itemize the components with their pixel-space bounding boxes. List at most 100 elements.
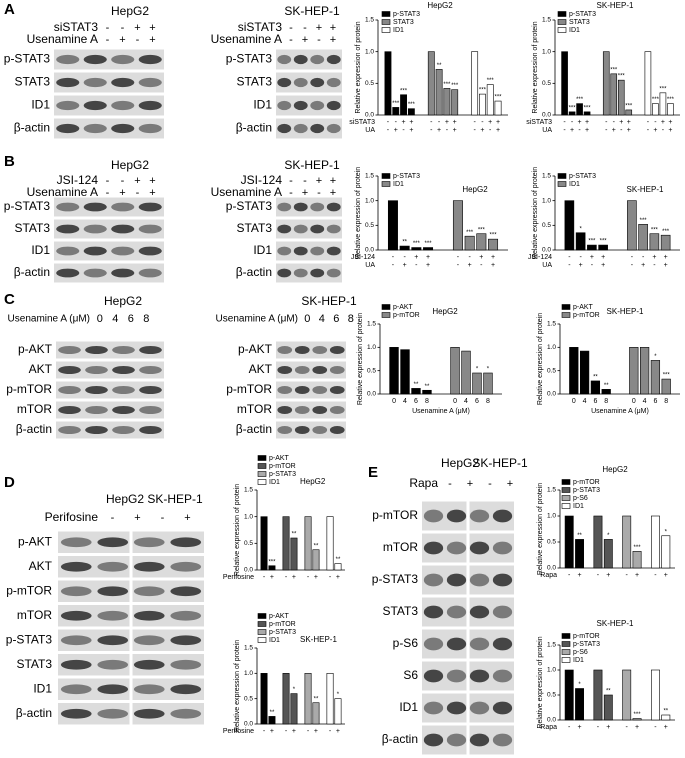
- legend-label: p-S6: [573, 495, 588, 502]
- blot-band: [310, 100, 325, 111]
- bar: [479, 93, 486, 116]
- blot-band: [111, 202, 135, 212]
- blot-band: [97, 537, 129, 548]
- protein-label: β-actin: [236, 422, 272, 436]
- blot-band: [112, 406, 135, 414]
- significance-mark: ***: [652, 97, 660, 103]
- bar: [435, 69, 443, 116]
- blot-band: [294, 346, 310, 354]
- significance-mark: **: [577, 533, 582, 539]
- x-row-label: +: [426, 262, 430, 269]
- protein-label: mTOR: [237, 402, 272, 416]
- significance-mark: *: [665, 529, 668, 535]
- y-tick-label: 0.5: [244, 540, 253, 547]
- y-tick-label: 0.5: [547, 539, 556, 546]
- legend-swatch: [561, 503, 571, 509]
- panel-label: C: [4, 291, 15, 308]
- legend-swatch: [381, 312, 391, 318]
- blot-band: [170, 635, 202, 646]
- legend-label: p-AKT: [269, 455, 290, 462]
- x-row-label: -: [473, 119, 476, 126]
- x-row-label: +: [270, 728, 274, 735]
- treatment-sign: -: [136, 34, 140, 46]
- x-row-label: +: [612, 127, 616, 134]
- blot-band: [469, 605, 490, 619]
- significance-mark: *: [487, 367, 490, 373]
- blot-band: [326, 54, 341, 65]
- x-row-label: +: [468, 262, 472, 269]
- legend-label: ID1: [569, 181, 580, 188]
- significance-mark: ***: [487, 78, 495, 84]
- significance-mark: **: [314, 696, 319, 702]
- x-row-label: -: [631, 254, 634, 261]
- treatment-sign: -: [289, 175, 293, 187]
- blot-band: [56, 77, 80, 88]
- blot-gap: [129, 554, 133, 579]
- significance-mark: **: [292, 532, 297, 538]
- chart-title: HepG2: [462, 185, 488, 194]
- blot-strip: [276, 49, 342, 70]
- blot-band: [329, 406, 345, 414]
- significance-mark: ***: [640, 218, 648, 224]
- blot-band: [277, 366, 293, 374]
- blot-band: [138, 246, 162, 256]
- y-tick-label: 0.5: [547, 367, 556, 374]
- blot-gap: [129, 530, 133, 555]
- x-row-label: -: [605, 127, 608, 134]
- blot-band: [277, 77, 292, 88]
- blot-band: [469, 669, 490, 683]
- treatment-sign: -: [106, 187, 110, 199]
- blot-band: [60, 537, 92, 548]
- bar: [326, 516, 334, 571]
- bar: [627, 200, 637, 251]
- blot-band: [170, 684, 202, 695]
- x-row-label: -: [473, 127, 476, 134]
- y-tick-label: 1.0: [367, 344, 376, 351]
- treatment-sign: +: [149, 175, 155, 187]
- y-tick-label: 0.0: [365, 247, 374, 254]
- blot-band: [60, 586, 92, 597]
- bar: [610, 73, 618, 116]
- blot-band: [83, 202, 107, 212]
- blot-band: [60, 561, 92, 572]
- bar: [649, 233, 660, 251]
- x-row-label: +: [453, 119, 457, 126]
- treatment-label: Usenamine A: [27, 32, 98, 46]
- y-tick-label: 1.0: [244, 670, 253, 677]
- bar: [304, 673, 312, 725]
- blot-gap: [466, 596, 470, 628]
- blot-band: [56, 54, 80, 65]
- treatment-label: Usenamine A: [27, 185, 98, 199]
- blot-strip: [54, 95, 164, 116]
- treatment-sign: +: [507, 478, 513, 490]
- blot-band: [111, 54, 135, 65]
- blot-band: [310, 246, 325, 256]
- blot-band: [133, 684, 165, 695]
- legend-swatch: [257, 455, 267, 461]
- bar: [575, 688, 584, 721]
- protein-label: STAT3: [14, 75, 50, 89]
- blot-band: [446, 605, 467, 619]
- bar: [268, 565, 276, 571]
- protein-label: β-actin: [16, 706, 52, 720]
- blot-strip: [54, 197, 164, 217]
- x-row-label: -: [438, 119, 441, 126]
- significance-mark: ***: [634, 712, 642, 718]
- significance-mark: **: [425, 384, 430, 390]
- blot-band: [170, 659, 202, 670]
- blot-band: [423, 573, 444, 587]
- y-tick-label: 0.0: [365, 112, 374, 119]
- blot-band: [138, 100, 162, 111]
- x-row-label: 6: [475, 398, 479, 405]
- treatment-label: JSI-124: [57, 173, 99, 187]
- legend-label: p-mTOR: [269, 621, 296, 628]
- blot-band: [294, 406, 310, 414]
- x-row-name: Rapa: [540, 572, 557, 579]
- protein-label: ID1: [33, 681, 52, 695]
- legend-label: p-STAT3: [269, 629, 296, 636]
- x-row-label: +: [664, 572, 668, 579]
- x-row-label: -: [631, 262, 634, 269]
- x-row-label: -: [662, 127, 665, 134]
- y-tick-label: 1.5: [244, 645, 253, 652]
- blot-band: [170, 610, 202, 621]
